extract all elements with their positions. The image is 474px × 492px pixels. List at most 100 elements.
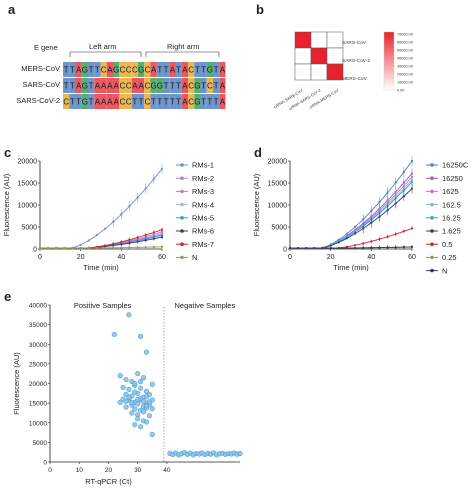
series-point [353,230,357,234]
base-letter: C [207,82,213,91]
base-letter: G [194,98,200,107]
positive-sample-point [132,406,138,412]
series-point [410,181,414,184]
legend-marker [180,176,184,180]
positive-sample-point [135,416,141,422]
series-point [362,227,365,230]
series-point [128,242,131,245]
base-cell [138,78,145,93]
legend-label: N [192,253,197,262]
base-cell [75,62,82,77]
base-cell [100,62,107,77]
series-point [136,246,139,249]
right-arm-bracket [145,51,220,57]
series-point [378,238,381,241]
y-tick-label: 25000 [29,361,47,368]
base-letter: A [101,98,107,107]
positive-sample-point [149,406,155,412]
positive-sample-point [138,385,144,391]
base-cell [213,94,220,109]
series-point [144,246,147,249]
base-letter: C [63,98,69,107]
base-letter: A [113,82,119,91]
series-point [120,246,123,249]
y-tick-label: 30000 [29,342,47,349]
positive-sample-point [146,413,152,419]
base-letter: T [164,82,169,91]
base-cell [63,94,70,109]
base-letter: T [170,82,175,91]
x-tick-label: 10 [76,467,84,474]
base-letter: T [151,98,156,107]
y-tick-label: 15000 [18,181,38,188]
base-letter: C [126,98,132,107]
series-point [353,246,357,250]
y-tick-label: 10000 [268,203,288,210]
series-point [120,213,123,216]
series-point [160,167,164,171]
series-point [128,205,131,208]
series-point [394,181,397,184]
base-cell [119,62,126,77]
series-point [87,247,90,250]
x-axis-title: RT-qPCR (Ct) [85,477,132,486]
series-line [40,246,163,249]
base-letter: A [76,66,82,75]
series-point [95,246,99,250]
base-cell [188,62,195,77]
positive-sample-point [126,394,132,400]
legend-marker [430,242,434,246]
base-cell [181,78,188,93]
base-cell [194,78,201,93]
positive-sample-point [138,333,144,340]
series-point [152,237,155,240]
alignment-row-name-1: MERS-CoV [21,64,60,73]
base-letter: T [139,98,144,107]
group-label-positive: Positive Samples [74,301,132,310]
series-point [136,196,139,199]
legend-marker [430,176,434,180]
colorbar-tick-label: 30000.00 [397,65,413,69]
positive-sample-point [143,419,150,425]
base-cell [81,94,88,109]
x-tick-label: 40 [117,254,125,261]
base-cell [113,78,120,93]
legend-label: 16250C [442,161,469,170]
series-point [128,238,131,241]
legend-label: RMs-6 [192,227,214,236]
series-point [152,177,155,181]
base-cell [169,62,176,77]
series-point [378,215,381,218]
base-cell [219,78,226,93]
series-point [144,187,147,190]
base-cell [206,94,213,109]
heatmap-row-label-1: SARS-CoV [342,40,367,46]
colorbar-tick-label: 0.00 [397,89,404,93]
base-cell [69,94,76,109]
base-cell [156,62,163,77]
base-letter: G [82,98,88,107]
y-tick-label: 5000 [33,440,48,447]
positive-sample-point [140,398,147,405]
series-point [370,246,373,249]
x-tick-label: 60 [408,254,416,261]
series-point [329,247,332,250]
base-cell [75,78,82,93]
base-letter: T [201,66,206,75]
base-cell [200,94,207,109]
series-point [79,243,82,246]
series-point [305,247,308,250]
y-tick-label: 5000 [271,225,287,232]
positive-sample-point [129,400,135,406]
legend-marker [180,163,184,167]
series-point [337,241,340,244]
base-cell [100,78,107,93]
legend-marker [180,202,184,207]
base-letter: T [201,82,206,91]
x-tick-label: 0 [288,254,292,261]
base-letter: A [220,66,226,75]
x-tick-label: 40 [163,467,171,474]
base-letter: C [188,66,194,75]
